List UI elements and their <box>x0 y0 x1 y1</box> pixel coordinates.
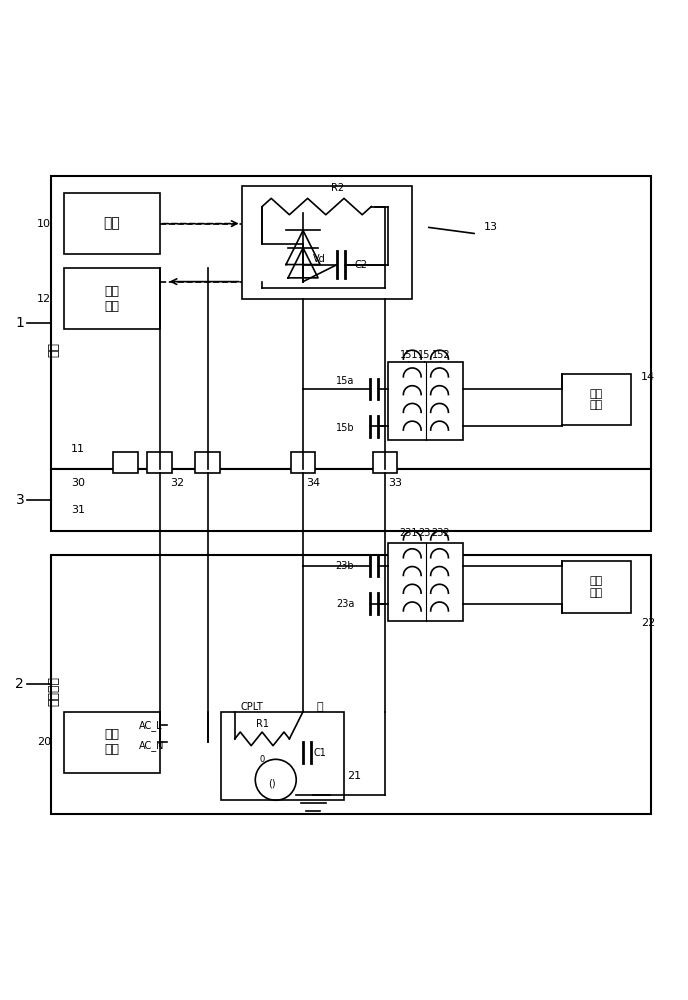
Text: 22: 22 <box>641 618 655 628</box>
Text: 15: 15 <box>418 350 431 360</box>
Text: 31: 31 <box>71 505 85 515</box>
Text: 12: 12 <box>37 294 51 304</box>
Text: AC_N: AC_N <box>139 740 164 751</box>
Text: (): () <box>268 778 276 788</box>
Text: 供电
部分: 供电 部分 <box>105 728 120 756</box>
Bar <box>373 452 397 473</box>
Bar <box>50 469 651 531</box>
Text: 15a: 15a <box>336 376 354 386</box>
Bar <box>388 543 464 621</box>
Text: 11: 11 <box>71 444 85 454</box>
Bar <box>195 452 219 473</box>
Text: 20: 20 <box>37 737 51 747</box>
Text: 14: 14 <box>641 372 655 382</box>
Text: 151: 151 <box>400 350 418 360</box>
Text: R1: R1 <box>256 719 268 729</box>
Text: 0: 0 <box>259 755 265 764</box>
Text: 23a: 23a <box>336 599 354 609</box>
Bar <box>147 452 172 473</box>
Text: 23b: 23b <box>336 561 354 571</box>
Text: 2: 2 <box>15 677 24 691</box>
Bar <box>64 712 160 773</box>
Text: 车辆: 车辆 <box>47 342 60 357</box>
Text: 15b: 15b <box>336 423 354 433</box>
Bar <box>64 193 160 254</box>
Text: 3: 3 <box>15 493 24 507</box>
Bar <box>50 555 651 814</box>
Bar <box>291 452 315 473</box>
Text: 供电装置: 供电装置 <box>47 676 60 706</box>
Text: 通信
部分: 通信 部分 <box>590 576 603 598</box>
Bar <box>114 452 138 473</box>
Bar <box>388 362 464 440</box>
Text: 232: 232 <box>431 528 450 538</box>
Text: Vd: Vd <box>313 254 326 264</box>
Text: AC_L: AC_L <box>139 720 163 731</box>
Text: 充电
装置: 充电 装置 <box>105 285 120 313</box>
Text: 1: 1 <box>15 316 24 330</box>
Text: CPLT: CPLT <box>241 702 264 712</box>
Bar <box>50 176 651 469</box>
Text: 152: 152 <box>431 350 450 360</box>
Bar <box>241 186 412 299</box>
Text: 34: 34 <box>306 478 321 488</box>
Text: R2: R2 <box>331 183 344 193</box>
Text: C2: C2 <box>354 260 367 270</box>
Text: 电池: 电池 <box>104 217 120 231</box>
Bar <box>64 268 160 329</box>
Text: 21: 21 <box>347 771 361 781</box>
Text: C1: C1 <box>314 748 327 758</box>
Bar <box>221 712 344 800</box>
Text: 通信
装置: 通信 装置 <box>590 389 603 410</box>
Text: 231: 231 <box>400 528 418 538</box>
Text: 33: 33 <box>388 478 402 488</box>
Text: 32: 32 <box>170 478 184 488</box>
Text: 地: 地 <box>316 702 323 712</box>
Text: 30: 30 <box>71 478 85 488</box>
Bar <box>562 561 631 613</box>
Bar <box>562 374 631 425</box>
Text: 23: 23 <box>418 528 431 538</box>
Text: 13: 13 <box>484 222 498 232</box>
Text: 10: 10 <box>37 219 51 229</box>
